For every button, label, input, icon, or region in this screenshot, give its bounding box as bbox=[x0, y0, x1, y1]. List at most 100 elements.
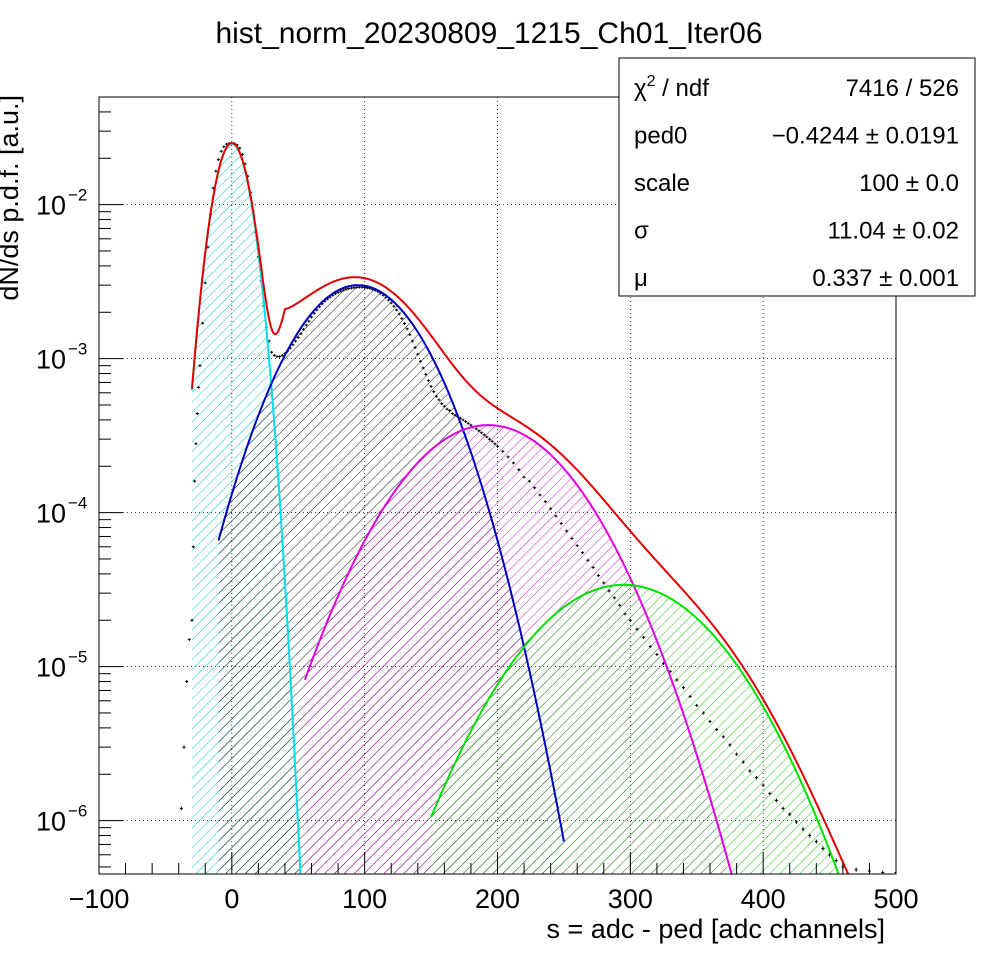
data-point bbox=[434, 394, 438, 398]
data-point bbox=[339, 289, 343, 293]
x-tick-label: 500 bbox=[873, 884, 918, 914]
data-point bbox=[403, 322, 407, 325]
y-tick-label: 10 bbox=[36, 191, 66, 221]
data-point bbox=[304, 323, 308, 327]
data-point bbox=[788, 812, 792, 817]
data-point bbox=[474, 427, 478, 431]
data-point bbox=[440, 402, 444, 406]
data-point bbox=[408, 333, 412, 337]
data-point bbox=[623, 612, 627, 616]
data-point bbox=[429, 385, 433, 388]
data-point bbox=[565, 529, 569, 533]
data-point bbox=[801, 827, 805, 832]
data-point bbox=[405, 327, 409, 331]
y-tick-exponent: −3 bbox=[68, 340, 87, 359]
data-point bbox=[185, 680, 189, 684]
data-point bbox=[741, 760, 745, 764]
data-point bbox=[299, 332, 303, 336]
y-tick-exponent: −4 bbox=[68, 494, 87, 513]
data-point bbox=[214, 169, 218, 173]
component-2-curve bbox=[217, 284, 565, 842]
x-tick-label: 0 bbox=[224, 884, 239, 914]
data-point bbox=[437, 398, 441, 402]
data-point bbox=[194, 442, 198, 446]
stats-param-value: −0.4244 ± 0.0191 bbox=[772, 123, 959, 150]
data-point bbox=[511, 461, 515, 465]
data-point bbox=[554, 514, 558, 518]
y-tick-label: 10 bbox=[36, 499, 66, 529]
x-tick-label: 200 bbox=[475, 884, 520, 914]
data-point bbox=[355, 286, 359, 289]
fit-curves bbox=[191, 141, 850, 874]
data-point bbox=[275, 355, 279, 359]
y-tick-exponent: −2 bbox=[68, 186, 87, 205]
data-point bbox=[400, 317, 404, 320]
data-point bbox=[688, 694, 692, 699]
x-tick-label: 100 bbox=[342, 884, 387, 914]
data-point bbox=[336, 291, 340, 294]
data-point bbox=[302, 327, 306, 331]
data-point bbox=[533, 486, 537, 490]
data-point bbox=[549, 507, 553, 511]
data-point bbox=[291, 343, 295, 347]
stats-param-name: σ bbox=[634, 218, 649, 245]
data-point bbox=[635, 627, 639, 631]
data-point bbox=[748, 769, 752, 773]
data-point bbox=[312, 311, 316, 315]
data-point bbox=[728, 743, 732, 747]
component-4-fill bbox=[431, 584, 839, 874]
x-axis-label: s = adc - ped [adc channels] bbox=[547, 914, 885, 944]
component-4-curve bbox=[430, 583, 840, 874]
data-point bbox=[477, 429, 481, 433]
data-point bbox=[413, 346, 417, 349]
data-point bbox=[607, 589, 611, 593]
data-point bbox=[485, 435, 489, 439]
data-point bbox=[527, 479, 531, 483]
data-point bbox=[522, 475, 526, 479]
stats-param-value: 100 ± 0.0 bbox=[859, 170, 959, 197]
data-point bbox=[397, 312, 401, 316]
data-point bbox=[794, 820, 798, 824]
data-point bbox=[410, 339, 414, 343]
data-point bbox=[307, 319, 311, 323]
data-point bbox=[392, 304, 396, 308]
data-point bbox=[715, 727, 719, 732]
data-point bbox=[808, 833, 812, 838]
data-point bbox=[442, 404, 446, 408]
data-point bbox=[570, 537, 574, 540]
data-point bbox=[488, 437, 492, 441]
data-point bbox=[280, 354, 284, 357]
data-point bbox=[270, 350, 274, 354]
data-point bbox=[628, 618, 632, 622]
data-point bbox=[182, 745, 186, 749]
data-point bbox=[482, 433, 486, 437]
data-point bbox=[461, 418, 465, 422]
data-point bbox=[655, 652, 659, 656]
data-point bbox=[581, 551, 585, 555]
data-point bbox=[701, 711, 705, 715]
data-point bbox=[193, 479, 197, 483]
x-tick-label: 400 bbox=[741, 884, 786, 914]
data-point bbox=[198, 364, 202, 368]
data-point bbox=[310, 315, 314, 319]
data-point bbox=[496, 444, 499, 448]
data-point bbox=[389, 301, 393, 305]
data-point bbox=[466, 421, 470, 425]
data-point bbox=[187, 638, 191, 641]
x-tick-label: 300 bbox=[608, 884, 653, 914]
data-point bbox=[387, 298, 391, 302]
data-point bbox=[894, 870, 896, 874]
stats-param-name: ped0 bbox=[634, 123, 687, 150]
y-tick-exponent: −5 bbox=[68, 648, 87, 667]
data-point bbox=[219, 149, 223, 153]
data-point bbox=[197, 386, 201, 389]
data-point bbox=[352, 286, 356, 290]
data-point bbox=[648, 645, 652, 649]
data-point bbox=[618, 603, 622, 607]
stats-param-value: 11.04 ± 0.02 bbox=[828, 218, 960, 245]
data-point bbox=[708, 719, 712, 724]
data-point bbox=[768, 791, 772, 796]
data-point bbox=[238, 146, 242, 150]
data-point bbox=[349, 286, 353, 290]
component-3-curve bbox=[303, 424, 733, 874]
